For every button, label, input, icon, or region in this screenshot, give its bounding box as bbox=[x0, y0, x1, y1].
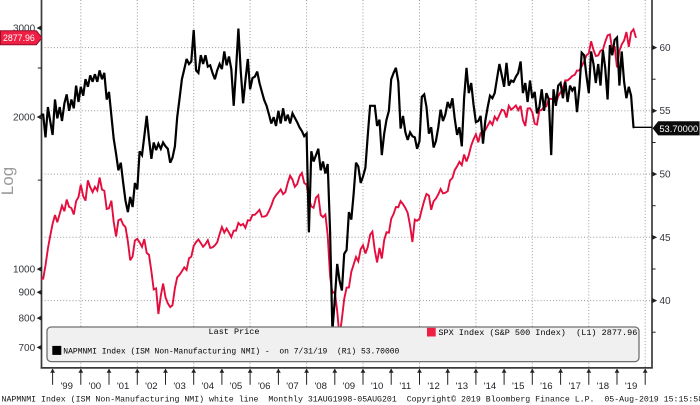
svg-text:NAPMNMI Index (ISM Non-Manufac: NAPMNMI Index (ISM Non-Manufacturing NMI… bbox=[63, 347, 399, 356]
svg-text:'18: '18 bbox=[597, 381, 610, 392]
svg-text:'13: '13 bbox=[456, 381, 469, 392]
svg-text:NAPMNMI Index (ISM Non-Manufac: NAPMNMI Index (ISM Non-Manufacturing NMI… bbox=[2, 394, 700, 404]
svg-text:55: 55 bbox=[660, 106, 672, 117]
svg-text:'08: '08 bbox=[314, 381, 327, 392]
svg-text:'12: '12 bbox=[427, 381, 440, 392]
svg-text:2000: 2000 bbox=[13, 112, 36, 123]
svg-text:'02: '02 bbox=[145, 381, 158, 392]
svg-text:3000: 3000 bbox=[13, 23, 36, 34]
svg-text:2877.96: 2877.96 bbox=[3, 33, 35, 43]
svg-text:'17: '17 bbox=[568, 381, 581, 392]
svg-text:'16: '16 bbox=[540, 381, 553, 392]
svg-text:Log: Log bbox=[0, 167, 17, 195]
svg-text:'05: '05 bbox=[230, 381, 243, 392]
svg-text:'10: '10 bbox=[371, 381, 384, 392]
svg-text:53.70000: 53.70000 bbox=[659, 124, 698, 134]
svg-text:'09: '09 bbox=[343, 381, 356, 392]
svg-text:'19: '19 bbox=[625, 381, 638, 392]
svg-text:'04: '04 bbox=[202, 381, 215, 392]
svg-text:'07: '07 bbox=[286, 381, 299, 392]
svg-text:700: 700 bbox=[19, 343, 36, 354]
svg-text:Last Price: Last Price bbox=[209, 327, 260, 337]
svg-text:'01: '01 bbox=[117, 381, 130, 392]
svg-text:'00: '00 bbox=[89, 381, 102, 392]
svg-text:900: 900 bbox=[19, 288, 36, 299]
svg-text:800: 800 bbox=[19, 314, 36, 325]
svg-text:'14: '14 bbox=[484, 381, 497, 392]
svg-text:'06: '06 bbox=[258, 381, 271, 392]
svg-text:SPX Index (S&P 500 Index) (L1: SPX Index (S&P 500 Index) (L1) 2877.96 bbox=[438, 328, 637, 338]
svg-text:1000: 1000 bbox=[13, 265, 36, 276]
svg-text:40: 40 bbox=[660, 296, 672, 307]
svg-text:'03: '03 bbox=[173, 381, 186, 392]
svg-text:45: 45 bbox=[660, 233, 672, 244]
svg-text:50: 50 bbox=[660, 170, 672, 181]
svg-text:60: 60 bbox=[660, 43, 672, 54]
svg-text:'11: '11 bbox=[399, 381, 411, 392]
svg-text:'15: '15 bbox=[512, 381, 525, 392]
svg-text:'99: '99 bbox=[60, 381, 73, 392]
